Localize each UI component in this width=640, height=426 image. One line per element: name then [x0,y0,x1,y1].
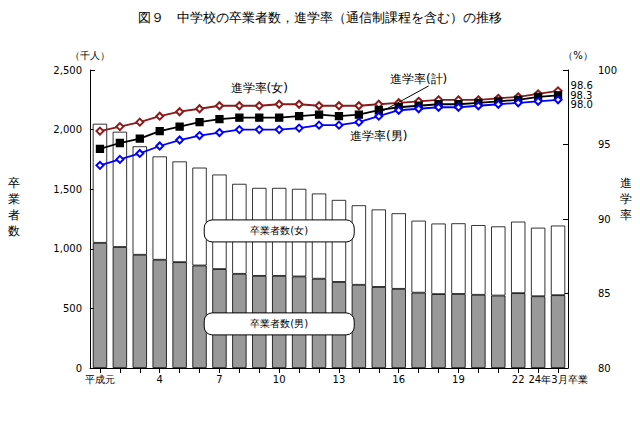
svg-text:10: 10 [273,374,286,385]
svg-text:1,000: 1,000 [53,243,82,254]
svg-text:95: 95 [598,139,611,150]
svg-text:4: 4 [157,374,163,385]
svg-text:90: 90 [598,214,611,225]
svg-text:進学率(計): 進学率(計) [390,72,447,86]
svg-text:平成元: 平成元 [85,374,115,385]
svg-text:学: 学 [620,192,632,206]
svg-text:16: 16 [392,374,405,385]
svg-text:85: 85 [598,288,611,299]
svg-text:（%）: （%） [563,50,593,61]
svg-text:業: 業 [8,192,20,206]
svg-text:卒: 卒 [8,176,20,190]
svg-text:2,000: 2,000 [53,124,82,135]
svg-text:率: 率 [620,208,632,222]
svg-text:500: 500 [63,303,82,314]
svg-text:卒業者数(男): 卒業者数(男) [250,318,308,329]
svg-text:者: 者 [8,208,20,222]
svg-text:数: 数 [8,224,20,238]
svg-text:98.0: 98.0 [571,99,593,110]
svg-text:98.3: 98.3 [570,89,593,101]
svg-text:進学率(男): 進学率(男) [350,129,407,143]
svg-text:22: 22 [512,374,525,385]
svg-text:13: 13 [333,374,346,385]
svg-text:進学率(女): 進学率(女) [231,81,288,95]
svg-text:図９ 中学校の卒業者数，進学率（通信制課程を含む）の推移: 図９ 中学校の卒業者数，進学率（通信制課程を含む）の推移 [138,10,502,25]
svg-text:100: 100 [598,65,617,76]
svg-text:2,500: 2,500 [53,65,82,76]
svg-text:進: 進 [620,176,632,190]
svg-text:（千人）: （千人） [70,50,110,61]
svg-text:80: 80 [598,363,611,374]
svg-text:7: 7 [216,374,222,385]
svg-text:24年3月卒業: 24年3月卒業 [528,374,587,385]
svg-text:98.6: 98.6 [570,80,593,92]
svg-text:0: 0 [76,363,82,374]
svg-text:1,500: 1,500 [53,184,82,195]
svg-text:卒業者数(女): 卒業者数(女) [250,225,308,236]
svg-text:19: 19 [452,374,465,385]
